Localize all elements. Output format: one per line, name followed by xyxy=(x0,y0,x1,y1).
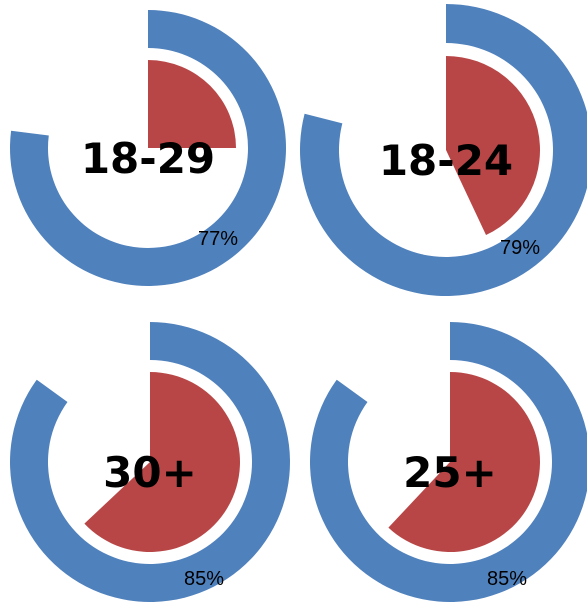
percent-label: 85% xyxy=(184,568,224,590)
radial-chart-18-29: 18-29 77% xyxy=(10,10,287,286)
inner-pie-sector xyxy=(388,372,540,552)
inner-pie-sector xyxy=(446,56,540,236)
age-group-label: 18-24 xyxy=(379,136,513,185)
percent-label: 85% xyxy=(487,568,527,590)
age-group-label: 18-29 xyxy=(81,134,215,183)
age-group-label: 30+ xyxy=(103,448,197,497)
radial-chart-25+: 25+ 85% xyxy=(310,322,587,602)
radial-chart-18-24: 18-24 79% xyxy=(300,4,587,296)
percent-label: 79% xyxy=(500,237,540,259)
inner-pie-sector xyxy=(84,372,240,552)
radial-chart-30+: 30+ 85% xyxy=(9,322,291,602)
age-group-label: 25+ xyxy=(403,448,497,497)
percent-label: 77% xyxy=(198,228,238,250)
inner-pie-sector xyxy=(148,60,236,148)
